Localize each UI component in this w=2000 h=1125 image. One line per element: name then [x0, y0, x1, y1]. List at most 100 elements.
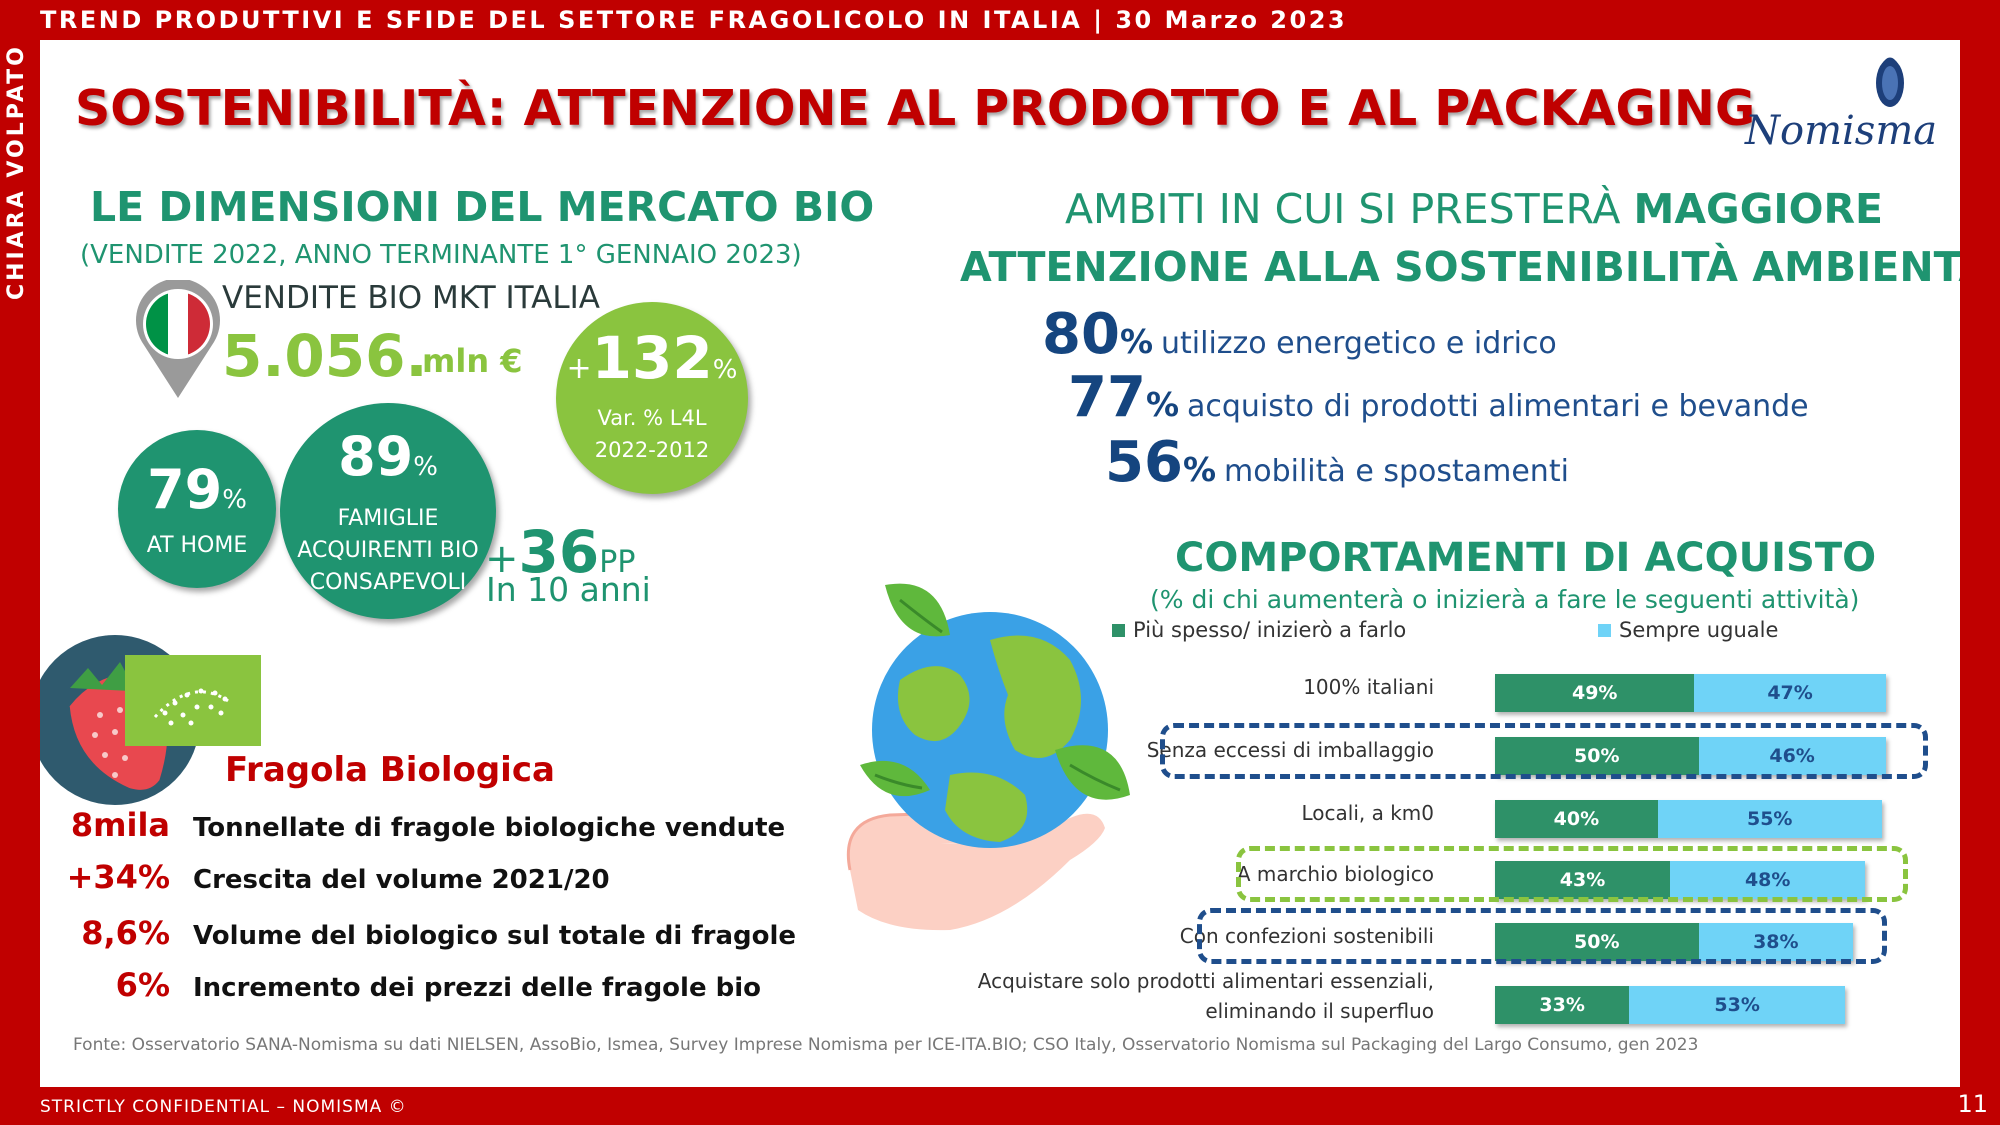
footer-confidential: STRICTLY CONFIDENTIAL – NOMISMA © [40, 1097, 407, 1117]
home-circle: 79% AT HOME [118, 430, 276, 588]
bar-segment-piu-spesso: 49% [1495, 674, 1695, 712]
bar-segment-piu-spesso: 40% [1495, 800, 1658, 838]
ambiti-text: mobilità e spostamenti [1224, 454, 1569, 489]
source-note: Fonte: Osservatorio SANA-Nomisma su dati… [73, 1035, 1699, 1055]
comportamenti-subtitle: (% di chi aumenterà o inizierà a fare le… [1150, 585, 1860, 614]
ambiti-item: 77% acquisto di prodotti alimentari e bev… [1068, 365, 1809, 430]
eu-organic-logo-icon [125, 655, 261, 746]
bar-segment-sempre-uguale: 46% [1698, 737, 1886, 775]
ambiti-title-bold: MAGGIORE [1633, 185, 1884, 233]
category-label: Con confezioni sostenibili [1180, 921, 1434, 951]
slide-panel: SOSTENIBILITÀ: ATTENZIONE AL PRODOTTO E … [40, 40, 1960, 1087]
highlight-box [1160, 723, 1928, 779]
category-label: Locali, a km0 [1301, 798, 1434, 828]
fragola-value: 8mila [70, 806, 170, 844]
bar-segment-sempre-uguale: 38% [1698, 923, 1854, 961]
ambiti-pct: 56 [1105, 430, 1183, 495]
bar-segment-piu-spesso: 50% [1495, 737, 1699, 775]
growth-label-2: 2022-2012 [594, 438, 710, 462]
pp-value: 36 [518, 518, 600, 586]
ambiti-pct: 80 [1042, 302, 1120, 367]
growth-pct: % [712, 355, 738, 385]
bar-segment-sempre-uguale: 53% [1629, 986, 1845, 1024]
sales-unit: mln € [422, 342, 523, 380]
category-label-line: Locali, a km0 [1301, 801, 1434, 825]
highlight-box [1236, 846, 1908, 902]
families-pct: % [413, 452, 438, 482]
category-label: Acquistare solo prodotti alimentari esse… [978, 966, 1434, 1026]
home-pct: % [222, 485, 247, 515]
market-subtitle: (VENDITE 2022, ANNO TERMINANTE 1° GENNAI… [80, 240, 802, 270]
growth-value: 132 [591, 324, 713, 392]
sales-label: VENDITE BIO MKT ITALIA [222, 280, 600, 316]
fragola-desc: Tonnellate di fragole biologiche vendute [193, 813, 786, 843]
category-label-line: Senza eccessi di imballaggio [1146, 738, 1434, 762]
bar-row: 49% 47% [1495, 674, 1886, 712]
fragola-desc: Volume del biologico sul totale di frago… [193, 921, 797, 951]
fragola-value: +34% [66, 858, 170, 896]
growth-circle: +132% Var. % L4L 2022-2012 [556, 302, 748, 494]
families-value: 89 [338, 425, 414, 488]
highlight-box [1197, 908, 1887, 964]
ambiti-pct: 77 [1068, 365, 1146, 430]
category-label-line: 100% italiani [1303, 675, 1434, 699]
ambiti-title-plain: AMBITI IN CUI SI PRESTERÀ [1065, 185, 1634, 233]
legend-label-1: Più spesso/ inizierò a farlo [1133, 618, 1407, 642]
bar-segment-piu-spesso: 43% [1495, 861, 1670, 899]
families-circle: 89% FAMIGLIE ACQUIRENTI BIO CONSAPEVOLI [280, 403, 496, 619]
nomisma-logo-icon [1876, 57, 1904, 107]
bar-segment-piu-spesso: 33% [1495, 986, 1630, 1024]
bar-segment-piu-spesso: 50% [1495, 923, 1699, 961]
growth-value-line: +132% [556, 324, 748, 392]
market-title: LE DIMENSIONI DEL MERCATO BIO [90, 183, 875, 231]
ambiti-text: acquisto di prodotti alimentari e bevand… [1187, 389, 1809, 424]
header-bar: TREND PRODUTTIVI E SFIDE DEL SETTORE FRA… [0, 0, 2000, 40]
pp-growth: +36PP [485, 518, 635, 586]
families-label-3: CONSAPEVOLI [309, 570, 467, 595]
home-value: 79 [147, 458, 223, 521]
page-number: 11 [1957, 1090, 1988, 1118]
ambiti-title-line2: ATTENZIONE ALLA SOSTENIBILITÀ AMBIENTALE [960, 243, 1960, 291]
bar-row: 33% 53% [1495, 986, 1845, 1024]
home-label: AT HOME [146, 533, 248, 558]
ambiti-text: utilizzo energetico e idrico [1161, 326, 1557, 361]
category-label: 100% italiani [1303, 672, 1434, 702]
comportamenti-title: COMPORTAMENTI DI ACQUISTO [1175, 535, 1877, 581]
bar-segment-sempre-uguale: 47% [1694, 674, 1886, 712]
category-label-line: Acquistare solo prodotti alimentari esse… [977, 969, 1434, 993]
nomisma-logo-text: Nomisma [1745, 108, 1938, 154]
legend-item-1: Più spesso/ inizierò a farlo [1112, 618, 1406, 642]
ambiti-sign: % [1182, 450, 1217, 489]
ambiti-item: 56% mobilità e spostamenti [1105, 430, 1569, 495]
growth-label-1: Var. % L4L [597, 406, 707, 430]
italy-flag-pin-icon [136, 280, 220, 398]
category-label-line: eliminando il superfluo [1205, 999, 1434, 1023]
globe-hand-icon [846, 583, 1130, 931]
bar-row: 50% 46% [1495, 737, 1886, 775]
fragola-title: Fragola Biologica [225, 750, 555, 790]
families-label-1: FAMIGLIE [337, 506, 439, 531]
bar-row: 43% 48% [1495, 861, 1866, 899]
category-label: A marchio biologico [1237, 859, 1434, 889]
ambiti-sign: % [1145, 385, 1180, 424]
sales-value: 5.056. [222, 322, 428, 390]
growth-sign: + [566, 351, 592, 386]
bar-row: 40% 55% [1495, 800, 1882, 838]
home-value-line: 79% [118, 458, 276, 521]
category-label-line: A marchio biologico [1236, 862, 1434, 886]
ambiti-sign: % [1119, 322, 1154, 361]
bar-segment-sempre-uguale: 55% [1657, 800, 1882, 838]
legend-swatch-1 [1112, 623, 1125, 637]
ambiti-title-line1: AMBITI IN CUI SI PRESTERÀ MAGGIORE [1065, 185, 1883, 233]
fragola-desc: Crescita del volume 2021/20 [193, 865, 610, 895]
ambiti-item: 80% utilizzo energetico e idrico [1042, 302, 1557, 367]
header-title: TREND PRODUTTIVI E SFIDE DEL SETTORE FRA… [40, 6, 1348, 34]
category-label-line: Con confezioni sostenibili [1179, 924, 1434, 948]
fragola-value: 6% [115, 966, 170, 1004]
bar-row: 50% 38% [1495, 923, 1854, 961]
pp-unit: PP [599, 545, 636, 580]
legend-swatch-2 [1598, 623, 1611, 637]
side-author: CHIARA VOLPATO [4, 44, 29, 300]
category-label: Senza eccessi di imballaggio [1147, 735, 1434, 765]
legend-item-2: Sempre uguale [1598, 618, 1778, 642]
